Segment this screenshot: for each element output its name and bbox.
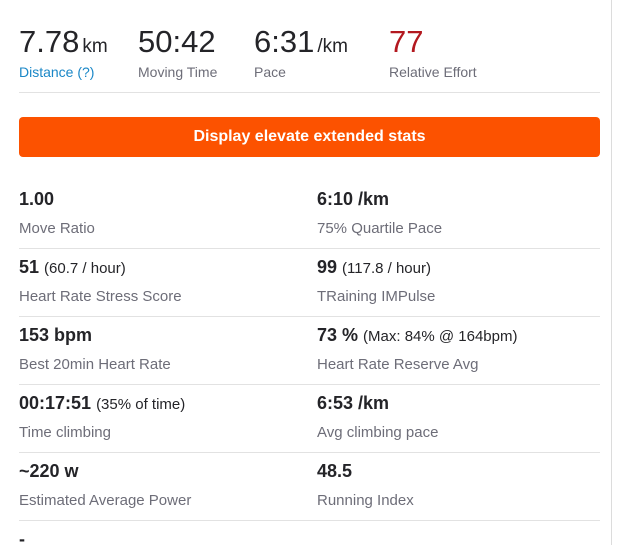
stat-number: 00:17:51 (19, 393, 92, 413)
stat-label: Heart Rate Reserve Avg (317, 356, 479, 373)
stat-value: 73 % (Max: 84% @ 164bpm) (317, 325, 517, 346)
stat-label: 75% Quartile Pace (317, 220, 443, 237)
stat-value: 153 bpm (19, 325, 92, 346)
stat-value: 6:31/km (254, 24, 348, 60)
stat-value: 77 (389, 24, 423, 60)
stat-value: 51 (60.7 / hour) (19, 257, 126, 278)
stat-label: Moving Time (138, 64, 218, 80)
stat-number: 6:31 (254, 24, 315, 59)
stat-value: 99 (117.8 / hour) (317, 257, 431, 278)
stat-value: 7.78 km (19, 24, 108, 60)
stat-label[interactable]: Distance (?) (19, 64, 95, 80)
stat-label: Avg climbing pace (317, 424, 439, 441)
stat-label: Move Ratio (19, 220, 95, 237)
stat-number: 73 % (317, 325, 359, 345)
stat-label: Heart Rate Stress Score (19, 288, 182, 305)
stat-value: - (19, 529, 25, 549)
stat-number: 153 bpm (19, 325, 93, 345)
stat-number: 50:42 (138, 24, 216, 59)
stat-unit: /km (317, 36, 348, 57)
stat-value: 00:17:51 (35% of time) (19, 393, 185, 414)
divider (19, 452, 600, 453)
stat-label: Running Index (317, 492, 414, 509)
stat-note: (117.8 / hour) (342, 260, 431, 277)
stat-number: 48.5 (317, 461, 353, 481)
stat-label: Best 20min Heart Rate (19, 356, 171, 373)
elevate-button[interactable]: Display elevate extended stats (19, 117, 600, 157)
divider (19, 92, 600, 93)
divider (19, 520, 600, 521)
stat-note: (60.7 / hour) (44, 260, 126, 277)
stat-number: 1.00 (19, 189, 55, 209)
stat-number: 99 (317, 257, 338, 277)
stat-number: 6:53 /km (317, 393, 390, 413)
stat-label: Relative Effort (389, 64, 477, 80)
stat-number: 7.78 (19, 24, 80, 59)
stat-number: 6:10 /km (317, 189, 390, 209)
stat-number: 51 (19, 257, 40, 277)
stat-value: 6:53 /km (317, 393, 389, 414)
divider (19, 316, 600, 317)
activity-stats-panel: 7.78 km Distance (?) 50:42 Moving Time 6:31/k… (19, 0, 612, 549)
divider (19, 384, 600, 385)
stat-note: (35% of time) (96, 396, 186, 413)
stat-value: 1.00 (19, 189, 54, 210)
divider (19, 248, 600, 249)
stat-label: Estimated Average Power (19, 492, 192, 509)
stat-number: 77 (389, 24, 424, 59)
stat-value: ~220 w (19, 461, 79, 482)
stat-label: Pace (254, 64, 286, 80)
stat-value: 6:10 /km (317, 189, 389, 210)
stat-label: Time climbing (19, 424, 111, 441)
stat-unit: km (82, 36, 108, 57)
stat-value: 48.5 (317, 461, 352, 482)
stat-value: 50:42 (138, 24, 216, 60)
stat-label: TRaining IMPulse (317, 288, 436, 305)
stat-number: ~220 w (19, 461, 79, 481)
stat-note: (Max: 84% @ 164bpm) (363, 328, 518, 345)
